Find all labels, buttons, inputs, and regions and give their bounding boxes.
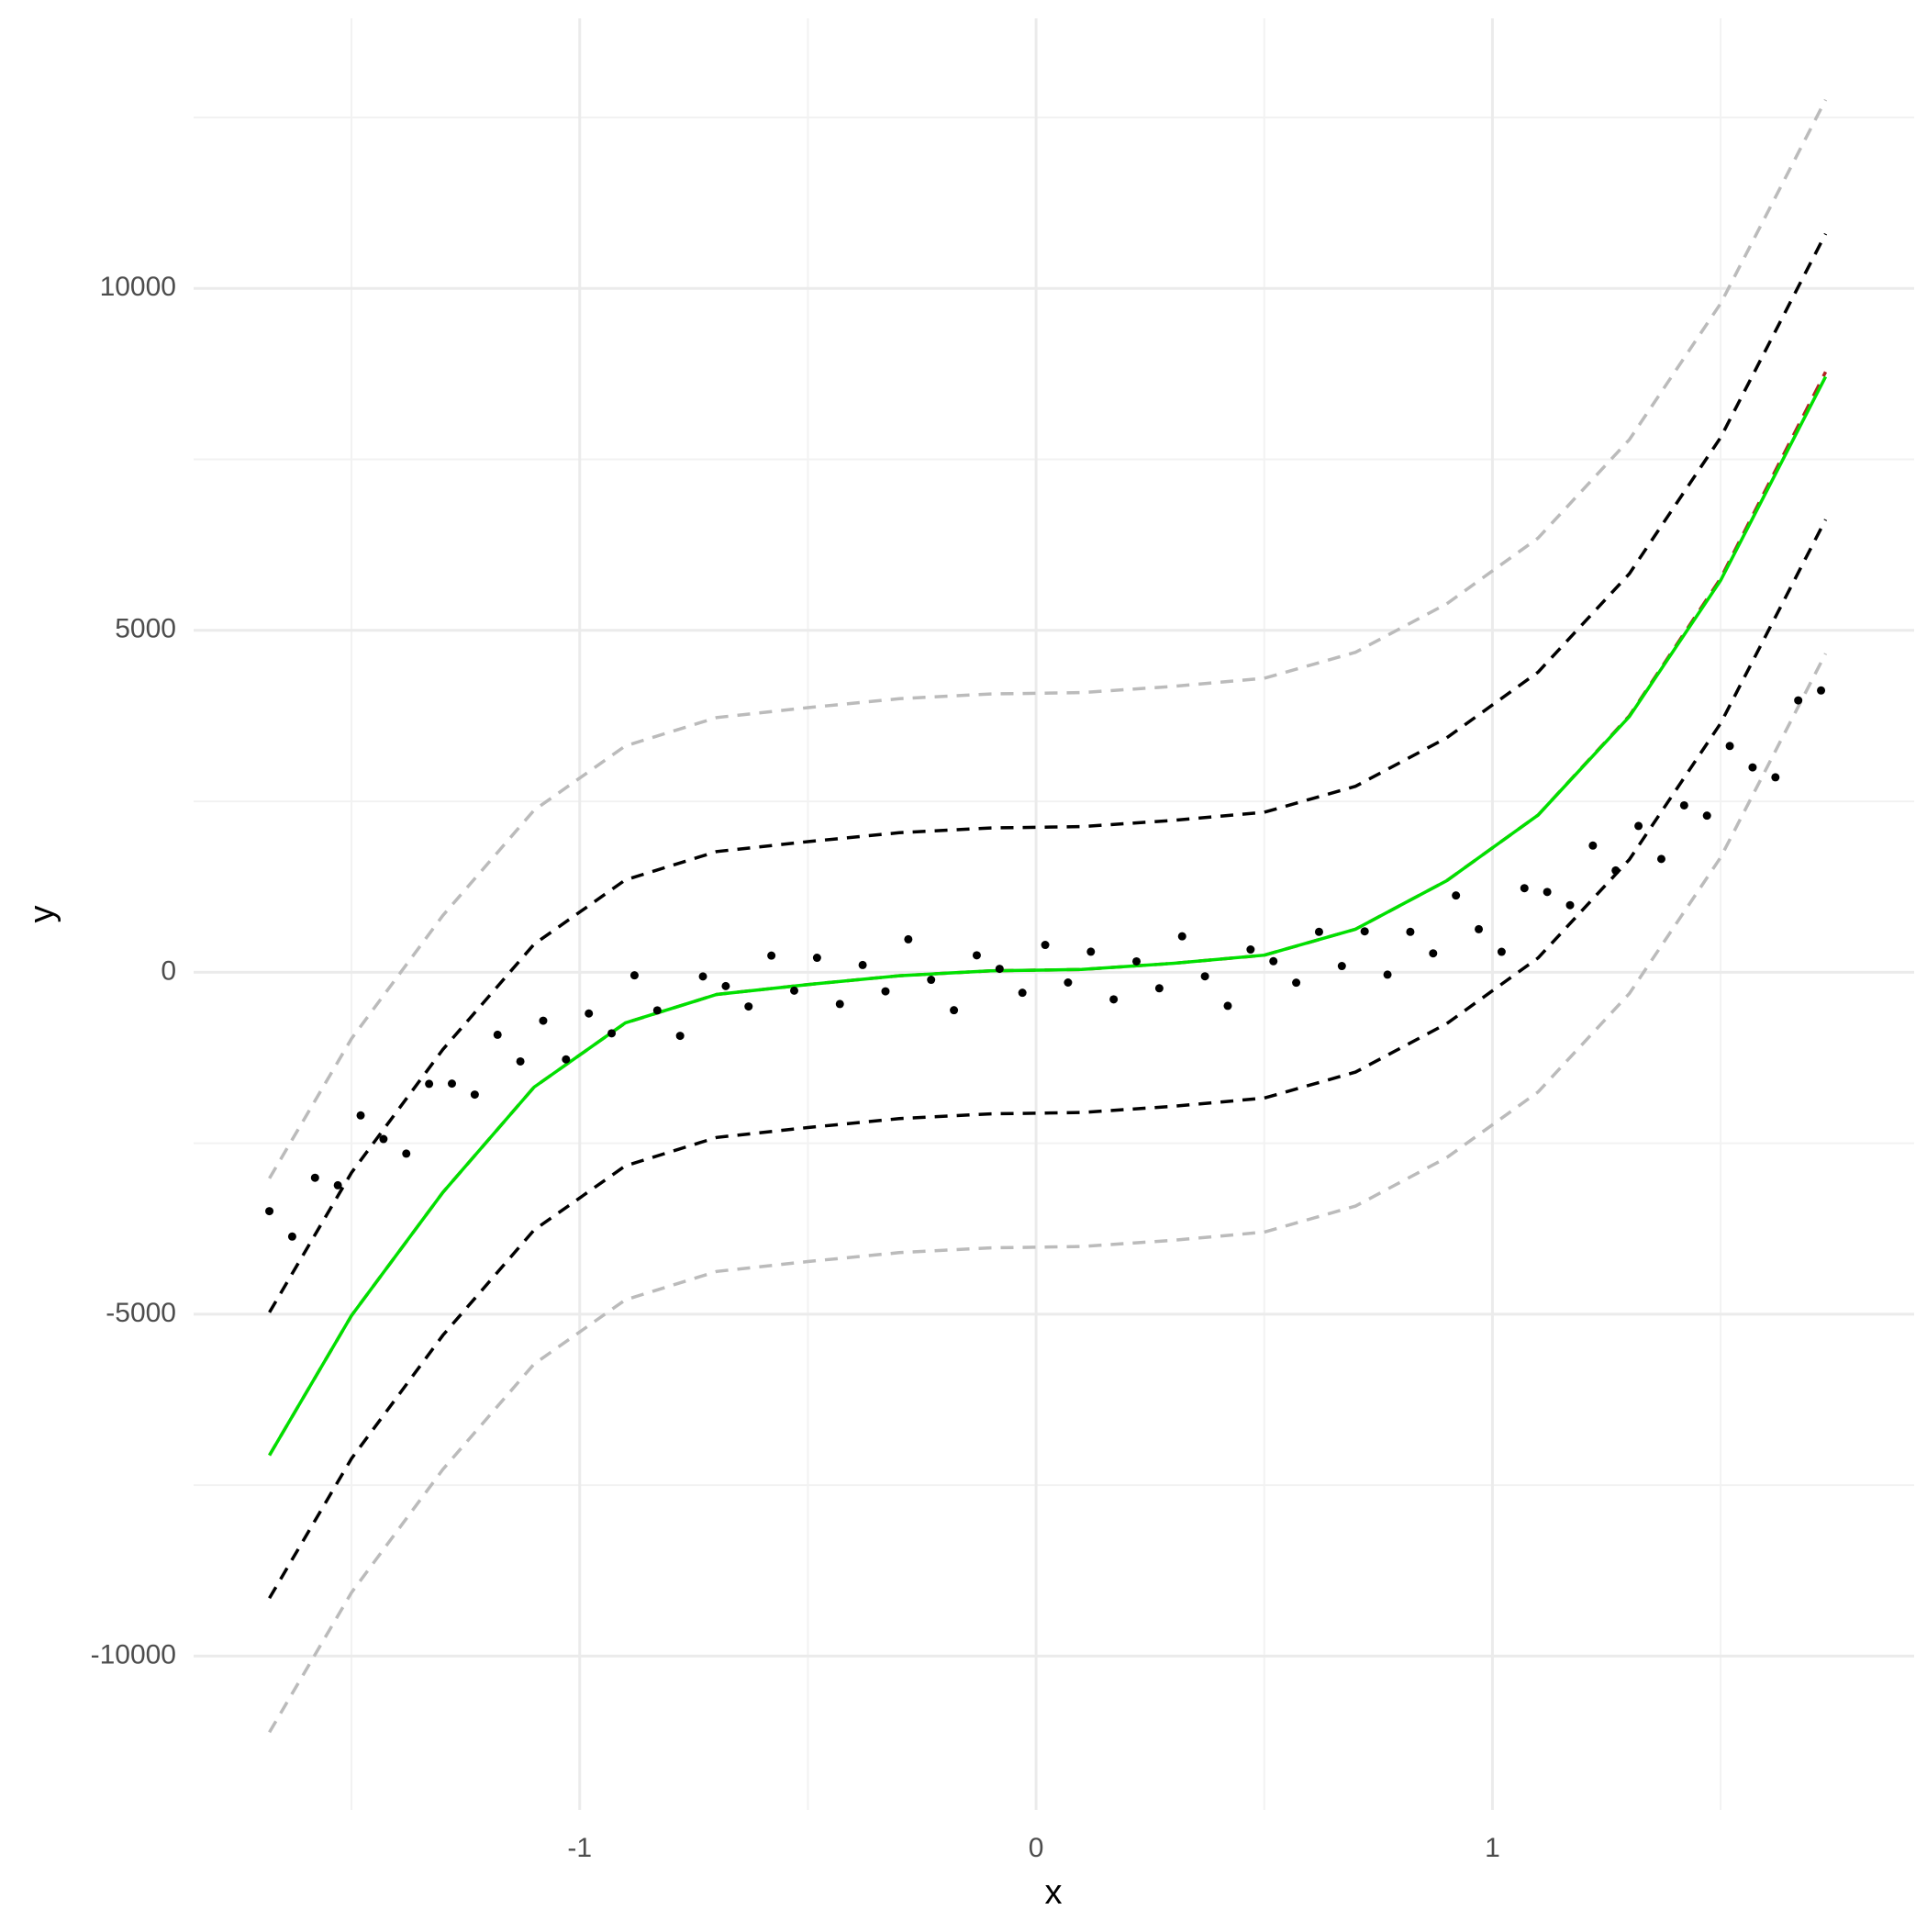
point: [333, 1180, 342, 1189]
point: [744, 1002, 753, 1011]
point: [310, 1173, 319, 1182]
point: [493, 1030, 502, 1039]
point: [1360, 927, 1369, 936]
point: [1794, 696, 1803, 705]
point: [927, 976, 936, 985]
point: [539, 1016, 548, 1025]
grid: [194, 18, 1914, 1810]
y-tick-label: 5000: [115, 614, 176, 644]
point: [562, 1055, 571, 1064]
x-tick-label: 1: [1485, 1833, 1500, 1863]
curve: [268, 519, 1828, 1600]
point: [1702, 811, 1711, 821]
point: [1679, 800, 1688, 810]
point: [1154, 984, 1164, 993]
point: [287, 1232, 296, 1241]
point: [1497, 947, 1506, 956]
point: [1475, 924, 1484, 933]
point: [1041, 941, 1050, 950]
curve: [268, 375, 1828, 1457]
lines: [268, 98, 1828, 1734]
curve: [268, 98, 1828, 1179]
point: [881, 987, 890, 996]
point: [1269, 956, 1278, 966]
point: [1817, 686, 1826, 695]
point: [1314, 927, 1323, 936]
point: [1634, 821, 1643, 831]
point: [1771, 773, 1780, 782]
point: [1429, 949, 1438, 958]
point: [950, 1006, 959, 1015]
point: [379, 1134, 388, 1144]
point: [1656, 854, 1665, 864]
point: [675, 1032, 685, 1041]
point: [812, 954, 821, 963]
point: [1292, 978, 1301, 988]
point: [1223, 1001, 1232, 1011]
point: [767, 951, 776, 960]
point: [1588, 841, 1598, 850]
point: [1406, 927, 1415, 936]
x-tick-label: 0: [1029, 1833, 1044, 1863]
point: [790, 986, 799, 995]
point: [470, 1090, 479, 1100]
points: [265, 686, 1826, 1241]
point: [1565, 900, 1575, 910]
point: [1200, 972, 1209, 981]
point: [402, 1149, 411, 1158]
point: [698, 972, 707, 981]
point: [1383, 970, 1392, 979]
y-axis-title: y: [23, 906, 61, 923]
point: [835, 1000, 844, 1009]
point: [1748, 763, 1757, 772]
point: [721, 981, 730, 990]
y-tick-label: -5000: [106, 1298, 176, 1328]
point: [652, 1006, 662, 1015]
point: [1246, 945, 1255, 955]
point: [1132, 956, 1142, 966]
y-tick-label: -10000: [91, 1639, 176, 1670]
point: [1337, 962, 1346, 971]
point: [858, 960, 867, 969]
point: [1086, 947, 1096, 956]
point: [904, 934, 913, 944]
point: [1064, 978, 1073, 988]
point: [1109, 995, 1119, 1004]
curve: [268, 653, 1828, 1734]
point: [356, 1111, 365, 1120]
point: [1611, 865, 1621, 875]
curve: [268, 232, 1828, 1313]
point: [1543, 888, 1552, 897]
point: [1725, 742, 1734, 751]
point: [972, 951, 981, 960]
point: [1520, 884, 1529, 893]
point: [995, 965, 1004, 974]
y-tick-label: 10000: [100, 272, 176, 302]
y-tick-label: 0: [161, 955, 176, 986]
point: [1452, 891, 1461, 900]
point: [585, 1009, 594, 1018]
point: [425, 1079, 434, 1089]
point: [265, 1207, 274, 1216]
point: [1177, 932, 1186, 941]
point: [607, 1029, 617, 1038]
point: [516, 1056, 525, 1066]
point: [447, 1079, 456, 1089]
point: [629, 971, 639, 980]
x-axis-title: x: [1045, 1873, 1063, 1912]
x-tick-label: -1: [567, 1833, 592, 1863]
point: [1018, 988, 1027, 998]
